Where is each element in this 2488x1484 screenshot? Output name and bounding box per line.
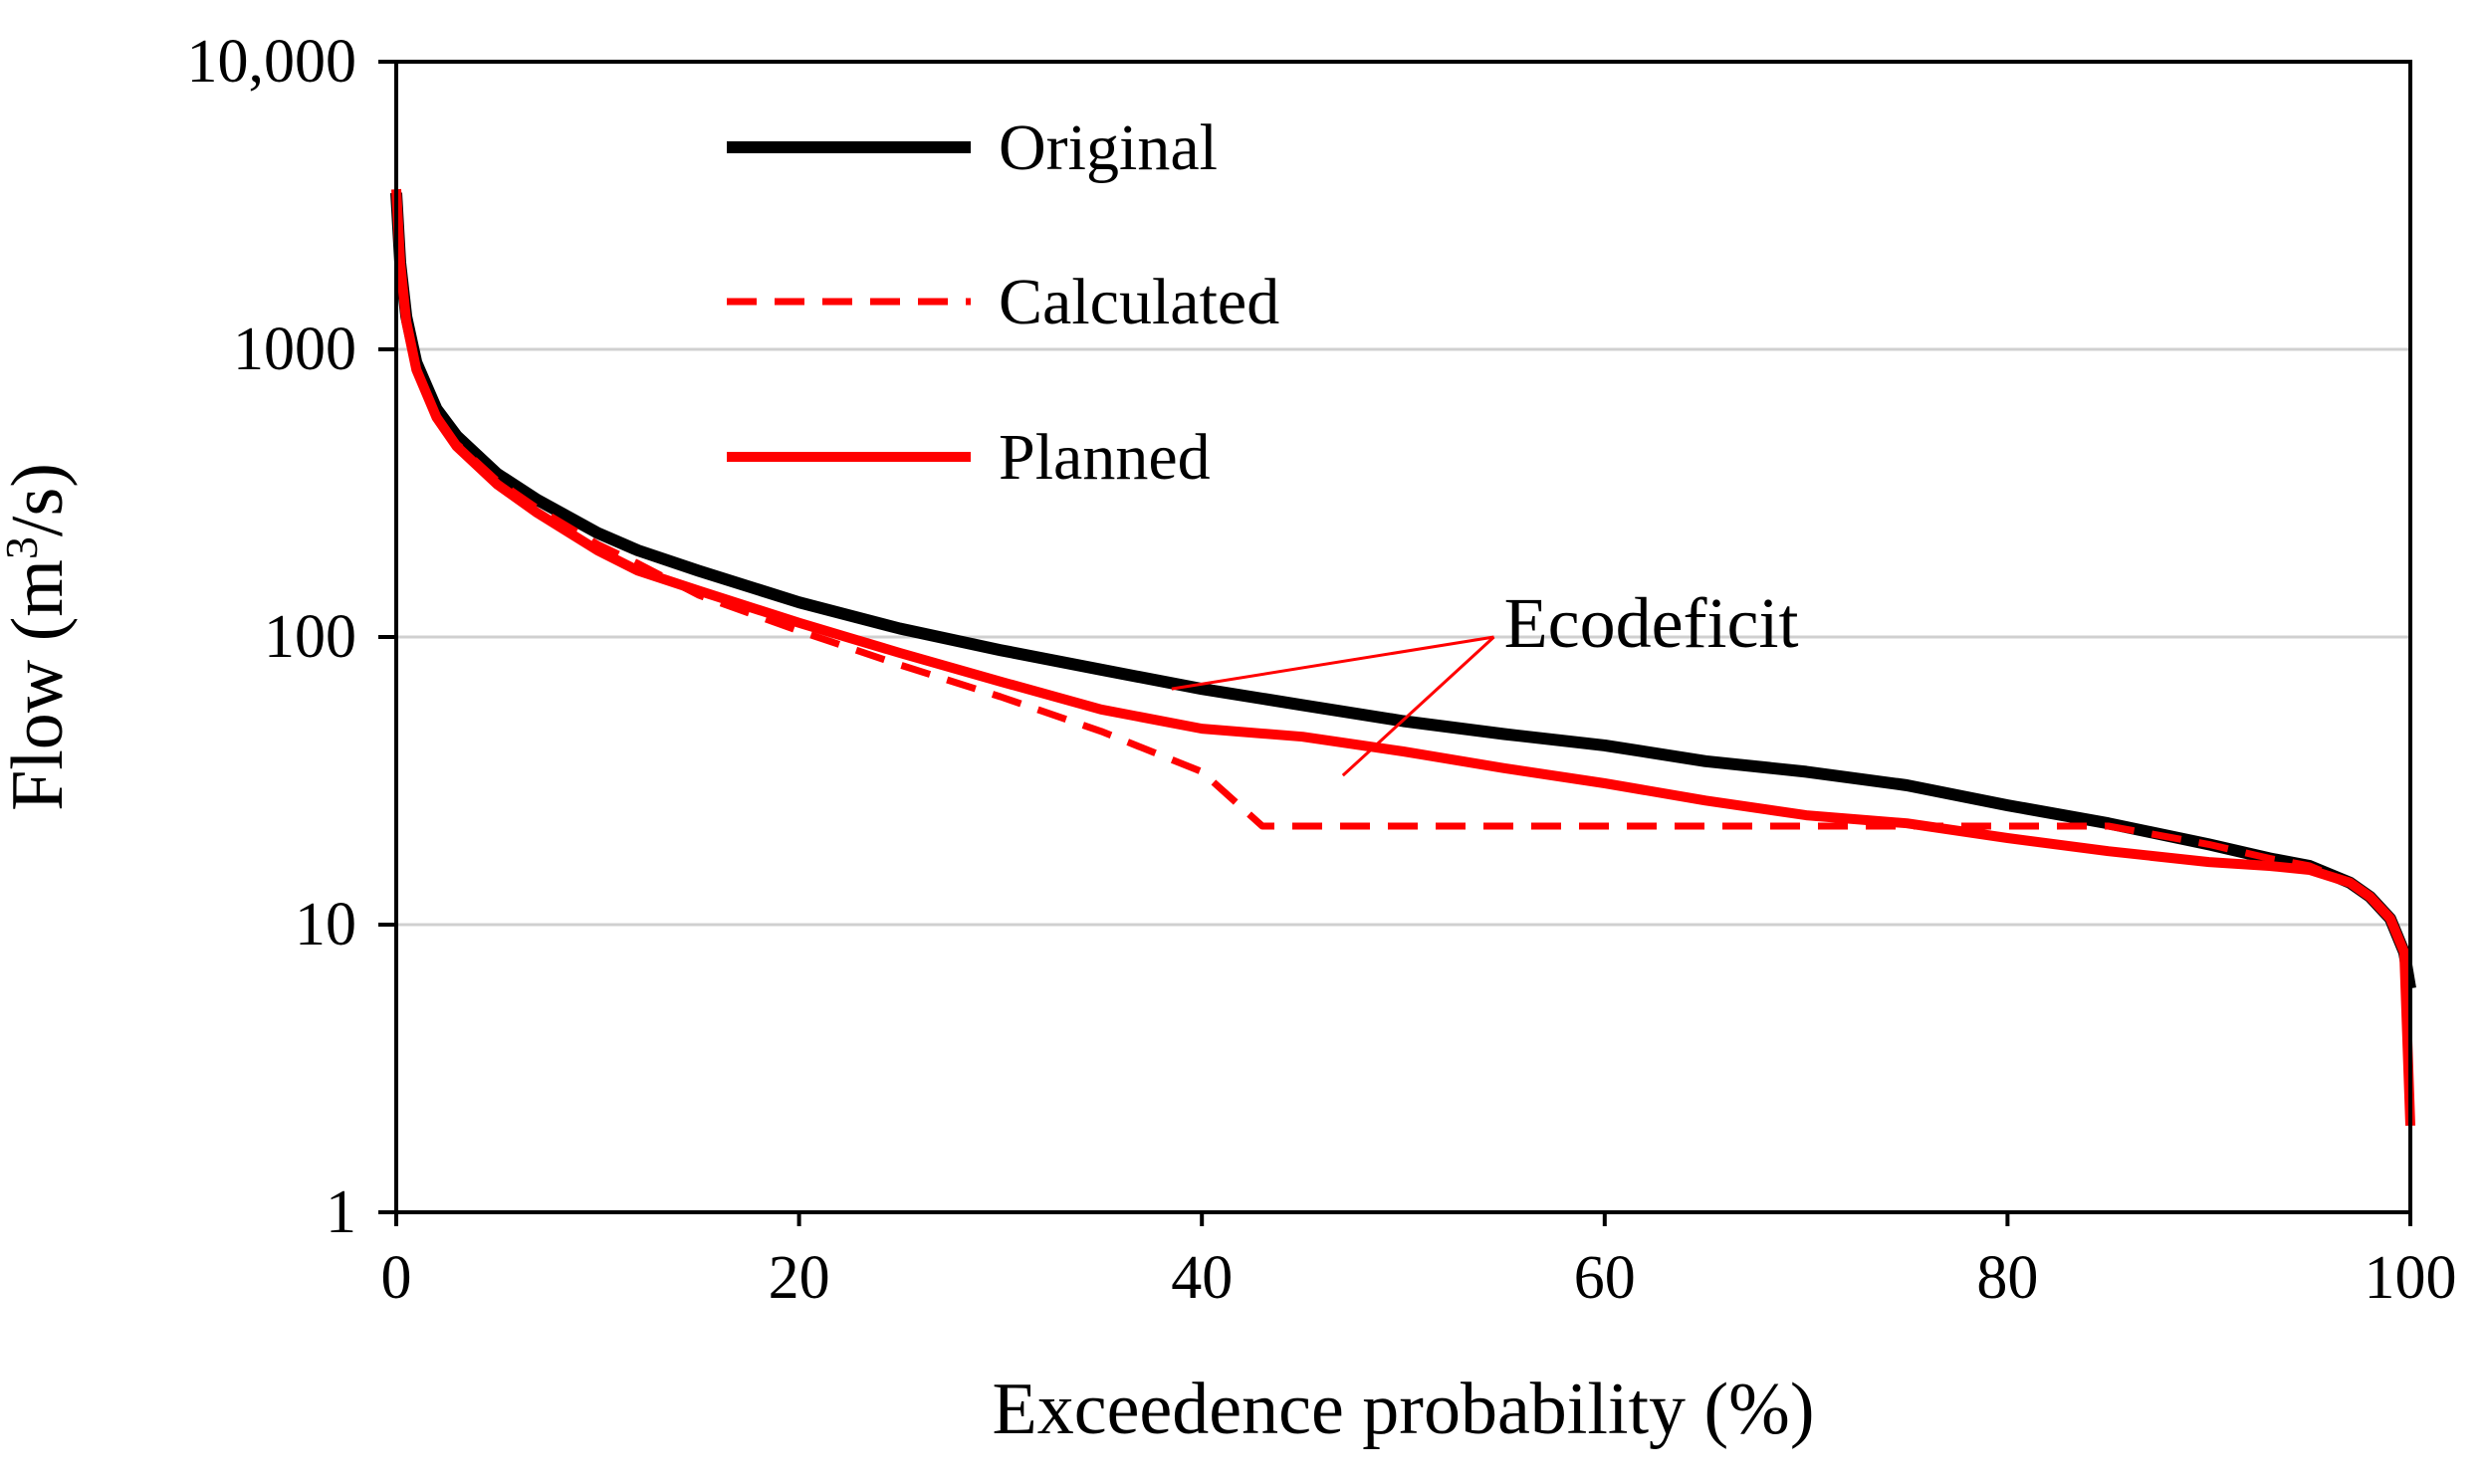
- x-tick-label-80: 80: [1976, 1244, 2038, 1312]
- legend-label-planned: Planned: [999, 421, 1211, 494]
- annotation-leader-2: [1341, 635, 1495, 777]
- legend-label-original: Original: [999, 111, 1218, 184]
- series-layer: [390, 188, 2416, 1127]
- y-tick-label-100: 100: [264, 603, 356, 671]
- legend: Original Calculated Planned: [727, 111, 1279, 494]
- y-tick-label-1: 1: [326, 1178, 356, 1246]
- y-axis-title-main: Flow (m: [0, 559, 79, 811]
- x-tick-label-40: 40: [1171, 1244, 1233, 1312]
- series-line-planned: [391, 188, 2415, 1127]
- y-axis-title-end: /s): [0, 463, 79, 536]
- ticks: [378, 60, 2412, 1226]
- y-axis-title-superscript: 3: [0, 536, 47, 559]
- y-tick-label-10: 10: [295, 891, 356, 958]
- x-tick-label-60: 60: [1574, 1244, 1636, 1312]
- x-tick-label-100: 100: [2365, 1244, 2457, 1312]
- tick-labels: 0 20 40 60 80 100 1 10 100 1000 10,000: [187, 28, 2457, 1312]
- grid-lines: [396, 347, 2410, 927]
- y-tick-label-1000: 1000: [233, 316, 356, 383]
- x-tick-label-0: 0: [381, 1244, 412, 1312]
- series-line-calculated: [392, 192, 2414, 1127]
- y-tick-label-10000: 10,000: [187, 28, 357, 96]
- annotation-ecodeficit: Ecodeficit: [1171, 583, 1799, 777]
- x-tick-label-20: 20: [769, 1244, 830, 1312]
- legend-label-calculated: Calculated: [999, 266, 1279, 338]
- y-axis-title: Flow (m3/s): [0, 463, 79, 811]
- annotation-text: Ecodeficit: [1504, 583, 1799, 663]
- annotation-leader-1: [1171, 635, 1494, 691]
- x-axis-title: Exceedence probability (%): [993, 1369, 1815, 1450]
